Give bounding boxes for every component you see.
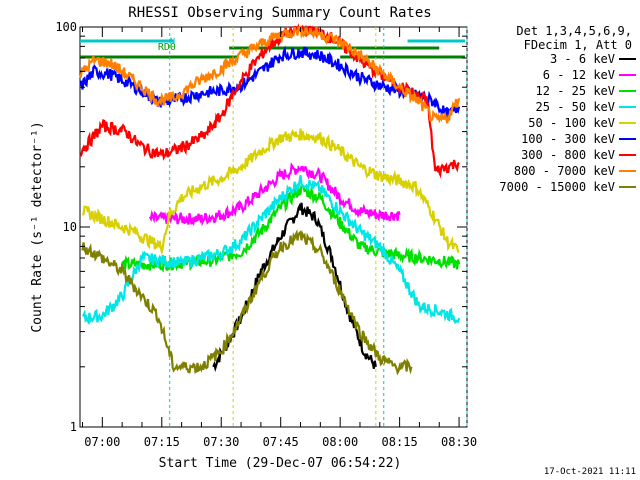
x-tick-label: 07:00	[84, 435, 120, 449]
legend-label: 50 - 100 keV	[528, 116, 615, 130]
series-line	[81, 128, 460, 256]
legend-label: 3 - 6 keV	[550, 52, 615, 66]
legend-label: 6 - 12 keV	[543, 68, 615, 82]
info-line-detectors: Det 1,3,4,5,6,9,	[516, 24, 632, 38]
legend-label: 7000 - 15000 keV	[499, 180, 615, 194]
series-line	[81, 229, 413, 376]
x-tick-label: 07:45	[263, 435, 299, 449]
y-tick-label: 100	[55, 20, 77, 34]
x-tick-label: 08:30	[441, 435, 477, 449]
flag-label-n: N	[170, 37, 175, 47]
x-tick-label: 08:00	[322, 435, 358, 449]
x-tick-label: 08:15	[382, 435, 418, 449]
legend-label: 300 - 800 keV	[521, 148, 615, 162]
legend-label: 12 - 25 keV	[536, 84, 615, 98]
flag-label-rd0: RD0	[158, 42, 176, 53]
legend: Det 1,3,4,5,6,9, FDecim 1, Att 0 3 - 6 k…	[499, 24, 636, 194]
series-line	[148, 162, 401, 227]
series-line	[81, 175, 461, 326]
legend-label: 800 - 7000 keV	[514, 164, 615, 178]
series-line	[212, 202, 377, 373]
generated-timestamp: 17-Oct-2021 11:11	[544, 467, 636, 477]
series-line	[79, 45, 461, 122]
legend-label: 100 - 300 keV	[521, 132, 615, 146]
x-tick-label: 07:30	[203, 435, 239, 449]
series-line	[79, 25, 461, 124]
chart-title: RHESSI Observing Summary Count Rates	[128, 5, 431, 21]
series-layer	[79, 23, 461, 376]
x-axis: 07:00 07:15 07:30 07:45 08:00 08:15 08:30	[82, 27, 477, 449]
y-tick-label: 10	[63, 220, 77, 234]
x-tick-label: 07:15	[144, 435, 180, 449]
info-line-fdecim: FDecim 1, Att 0	[524, 38, 632, 52]
y-axis-label: Count Rate (s⁻¹ detector⁻¹)	[30, 121, 45, 332]
x-axis-label: Start Time (29-Dec-07 06:54:22)	[159, 456, 402, 471]
y-axis: 1 10 100	[55, 20, 467, 434]
legend-label: 25 - 50 keV	[536, 100, 615, 114]
y-tick-label: 1	[70, 420, 77, 434]
